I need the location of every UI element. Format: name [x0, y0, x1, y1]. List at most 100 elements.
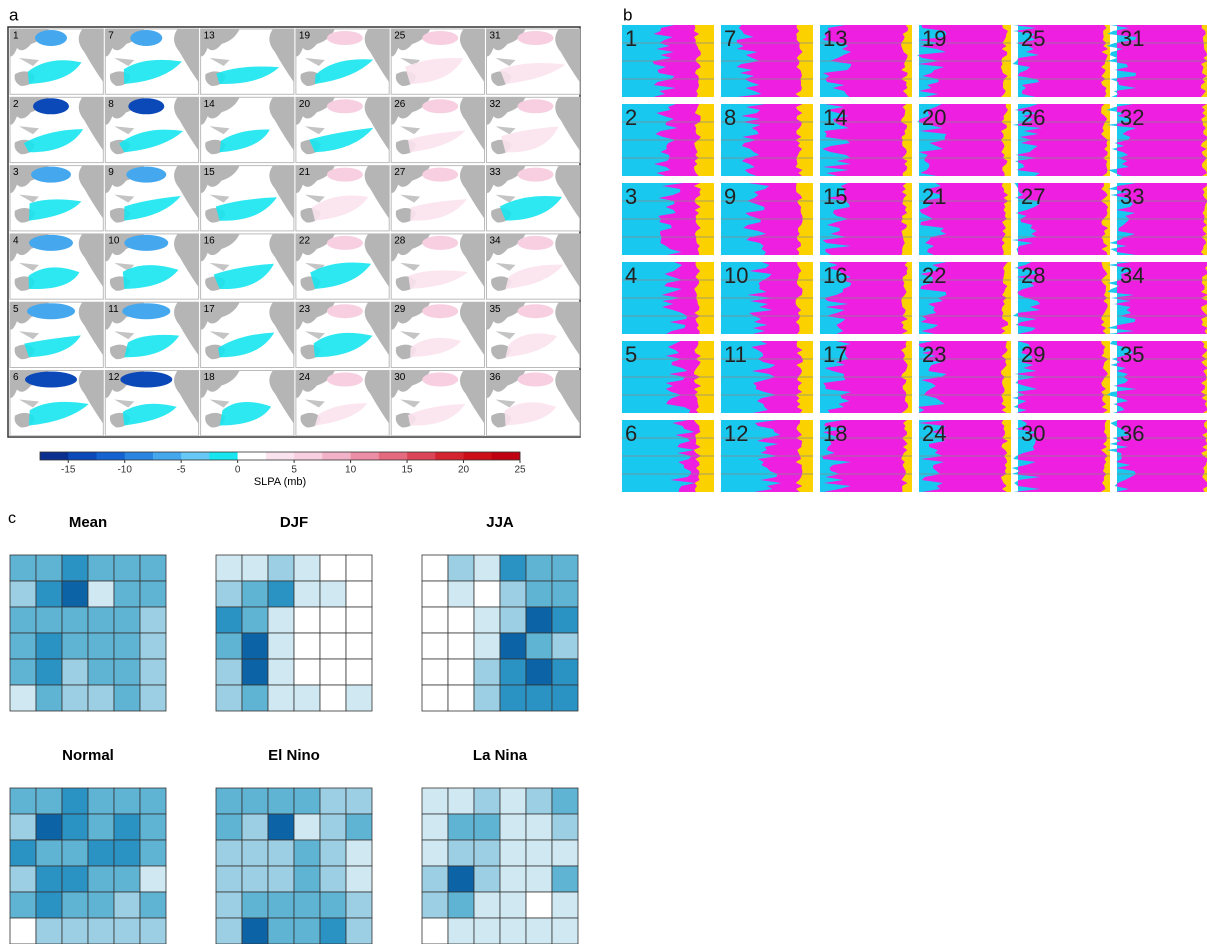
heatmap-cell — [215, 787, 243, 815]
map-cell: 7 — [104, 28, 200, 95]
tile: 5 — [622, 341, 714, 413]
map-cell: 21 — [295, 165, 390, 232]
colorbar-segment — [124, 452, 154, 460]
heatmap-cell — [267, 580, 295, 608]
anomaly-band — [405, 57, 464, 84]
heatmap-cell — [61, 684, 89, 712]
anomaly-band — [28, 267, 80, 290]
tile: 7 — [721, 25, 813, 97]
colorbar-label: SLPA (mb) — [254, 476, 306, 488]
heatmap-cell — [61, 891, 89, 919]
anomaly-high — [422, 167, 459, 182]
tile-number: 19 — [922, 26, 946, 51]
heatmap-cell — [345, 865, 373, 893]
map-cell: 31 — [486, 28, 581, 95]
land — [200, 165, 240, 193]
heatmap-cell — [9, 917, 37, 944]
heatmap-cell — [293, 580, 321, 608]
heatmap-cell — [87, 632, 115, 660]
land — [114, 331, 135, 340]
land — [391, 302, 431, 330]
map-cell: 29 — [390, 301, 486, 369]
land — [114, 58, 135, 66]
map-number: 24 — [299, 372, 311, 383]
land — [19, 126, 39, 135]
heatmap-cell — [139, 787, 167, 815]
map-number: 12 — [108, 372, 120, 383]
heatmap-cell — [345, 684, 373, 712]
colorbar-tick-label: -10 — [117, 465, 132, 476]
anomaly-low — [33, 98, 69, 115]
heatmap-cell — [139, 554, 167, 582]
tile-number: 31 — [1120, 26, 1144, 51]
heatmap-cell — [267, 813, 295, 841]
anomaly-high — [517, 372, 554, 387]
land — [174, 165, 199, 219]
heatmap-title: La Nina — [473, 747, 528, 764]
anomaly-band — [314, 403, 368, 426]
map-number: 11 — [108, 304, 119, 315]
heatmap-cell — [35, 917, 63, 944]
heatmap-cell — [447, 606, 475, 634]
heatmap-cell — [319, 891, 347, 919]
colorbar-segment — [322, 452, 351, 460]
anomaly-band — [123, 59, 183, 84]
heatmap-cell — [61, 865, 89, 893]
heatmap-cell — [87, 684, 115, 712]
land — [200, 370, 240, 398]
tile: 18 — [820, 420, 912, 492]
heatmap-cell — [241, 684, 269, 712]
heatmap-cell — [447, 891, 475, 919]
heatmap-cell — [215, 917, 243, 944]
tile: 26 — [1012, 104, 1110, 176]
tile: 22 — [919, 262, 1011, 334]
tile-number: 21 — [922, 184, 946, 209]
land — [295, 302, 335, 330]
anomaly-band — [29, 401, 89, 426]
tile-number: 7 — [724, 26, 736, 51]
heatmap-cell — [215, 813, 243, 841]
land — [459, 302, 485, 356]
land — [495, 58, 516, 66]
tile-number: 36 — [1120, 421, 1144, 446]
anomaly-band — [504, 402, 557, 426]
anomaly-band — [124, 334, 180, 358]
heatmap-cell — [139, 684, 167, 712]
colorbar-segment — [378, 452, 408, 460]
land — [304, 194, 325, 203]
land — [295, 97, 335, 125]
land — [364, 29, 390, 83]
anomaly-high — [326, 167, 363, 182]
heatmap-cell — [293, 658, 321, 686]
tile-number: 34 — [1120, 263, 1144, 288]
heatmap-cell — [139, 865, 167, 893]
heatmap-cell — [525, 606, 553, 634]
heatmap-cell — [139, 917, 167, 944]
heatmap-cell — [241, 891, 269, 919]
map-cell: 34 — [486, 233, 581, 300]
map-cell: 11 — [104, 301, 200, 369]
heatmap-cell — [113, 658, 141, 686]
tile: 20 — [917, 104, 1011, 176]
anomaly-high — [326, 304, 363, 319]
heatmap-cell — [525, 658, 553, 686]
heatmap-cell — [241, 580, 269, 608]
tile-number: 35 — [1120, 342, 1144, 367]
map-cell: 30 — [390, 370, 486, 437]
tile-number: 11 — [724, 342, 747, 367]
colorbar-frame — [39, 451, 521, 461]
map-number: 20 — [299, 99, 311, 110]
colorbar-segment — [435, 452, 464, 460]
map-cell: 14 — [200, 96, 295, 164]
colorbar-tick-label: -15 — [61, 465, 76, 476]
land — [400, 194, 421, 203]
map-number: 8 — [108, 99, 114, 110]
heatmap-cell — [35, 865, 63, 893]
heatmap-cell — [293, 787, 321, 815]
heatmap-cell — [473, 684, 501, 712]
tile: 19 — [916, 25, 1011, 97]
heatmap-cell — [551, 787, 579, 815]
land — [19, 194, 39, 203]
heatmap-cell — [9, 787, 37, 815]
tile-number: 23 — [922, 342, 946, 367]
